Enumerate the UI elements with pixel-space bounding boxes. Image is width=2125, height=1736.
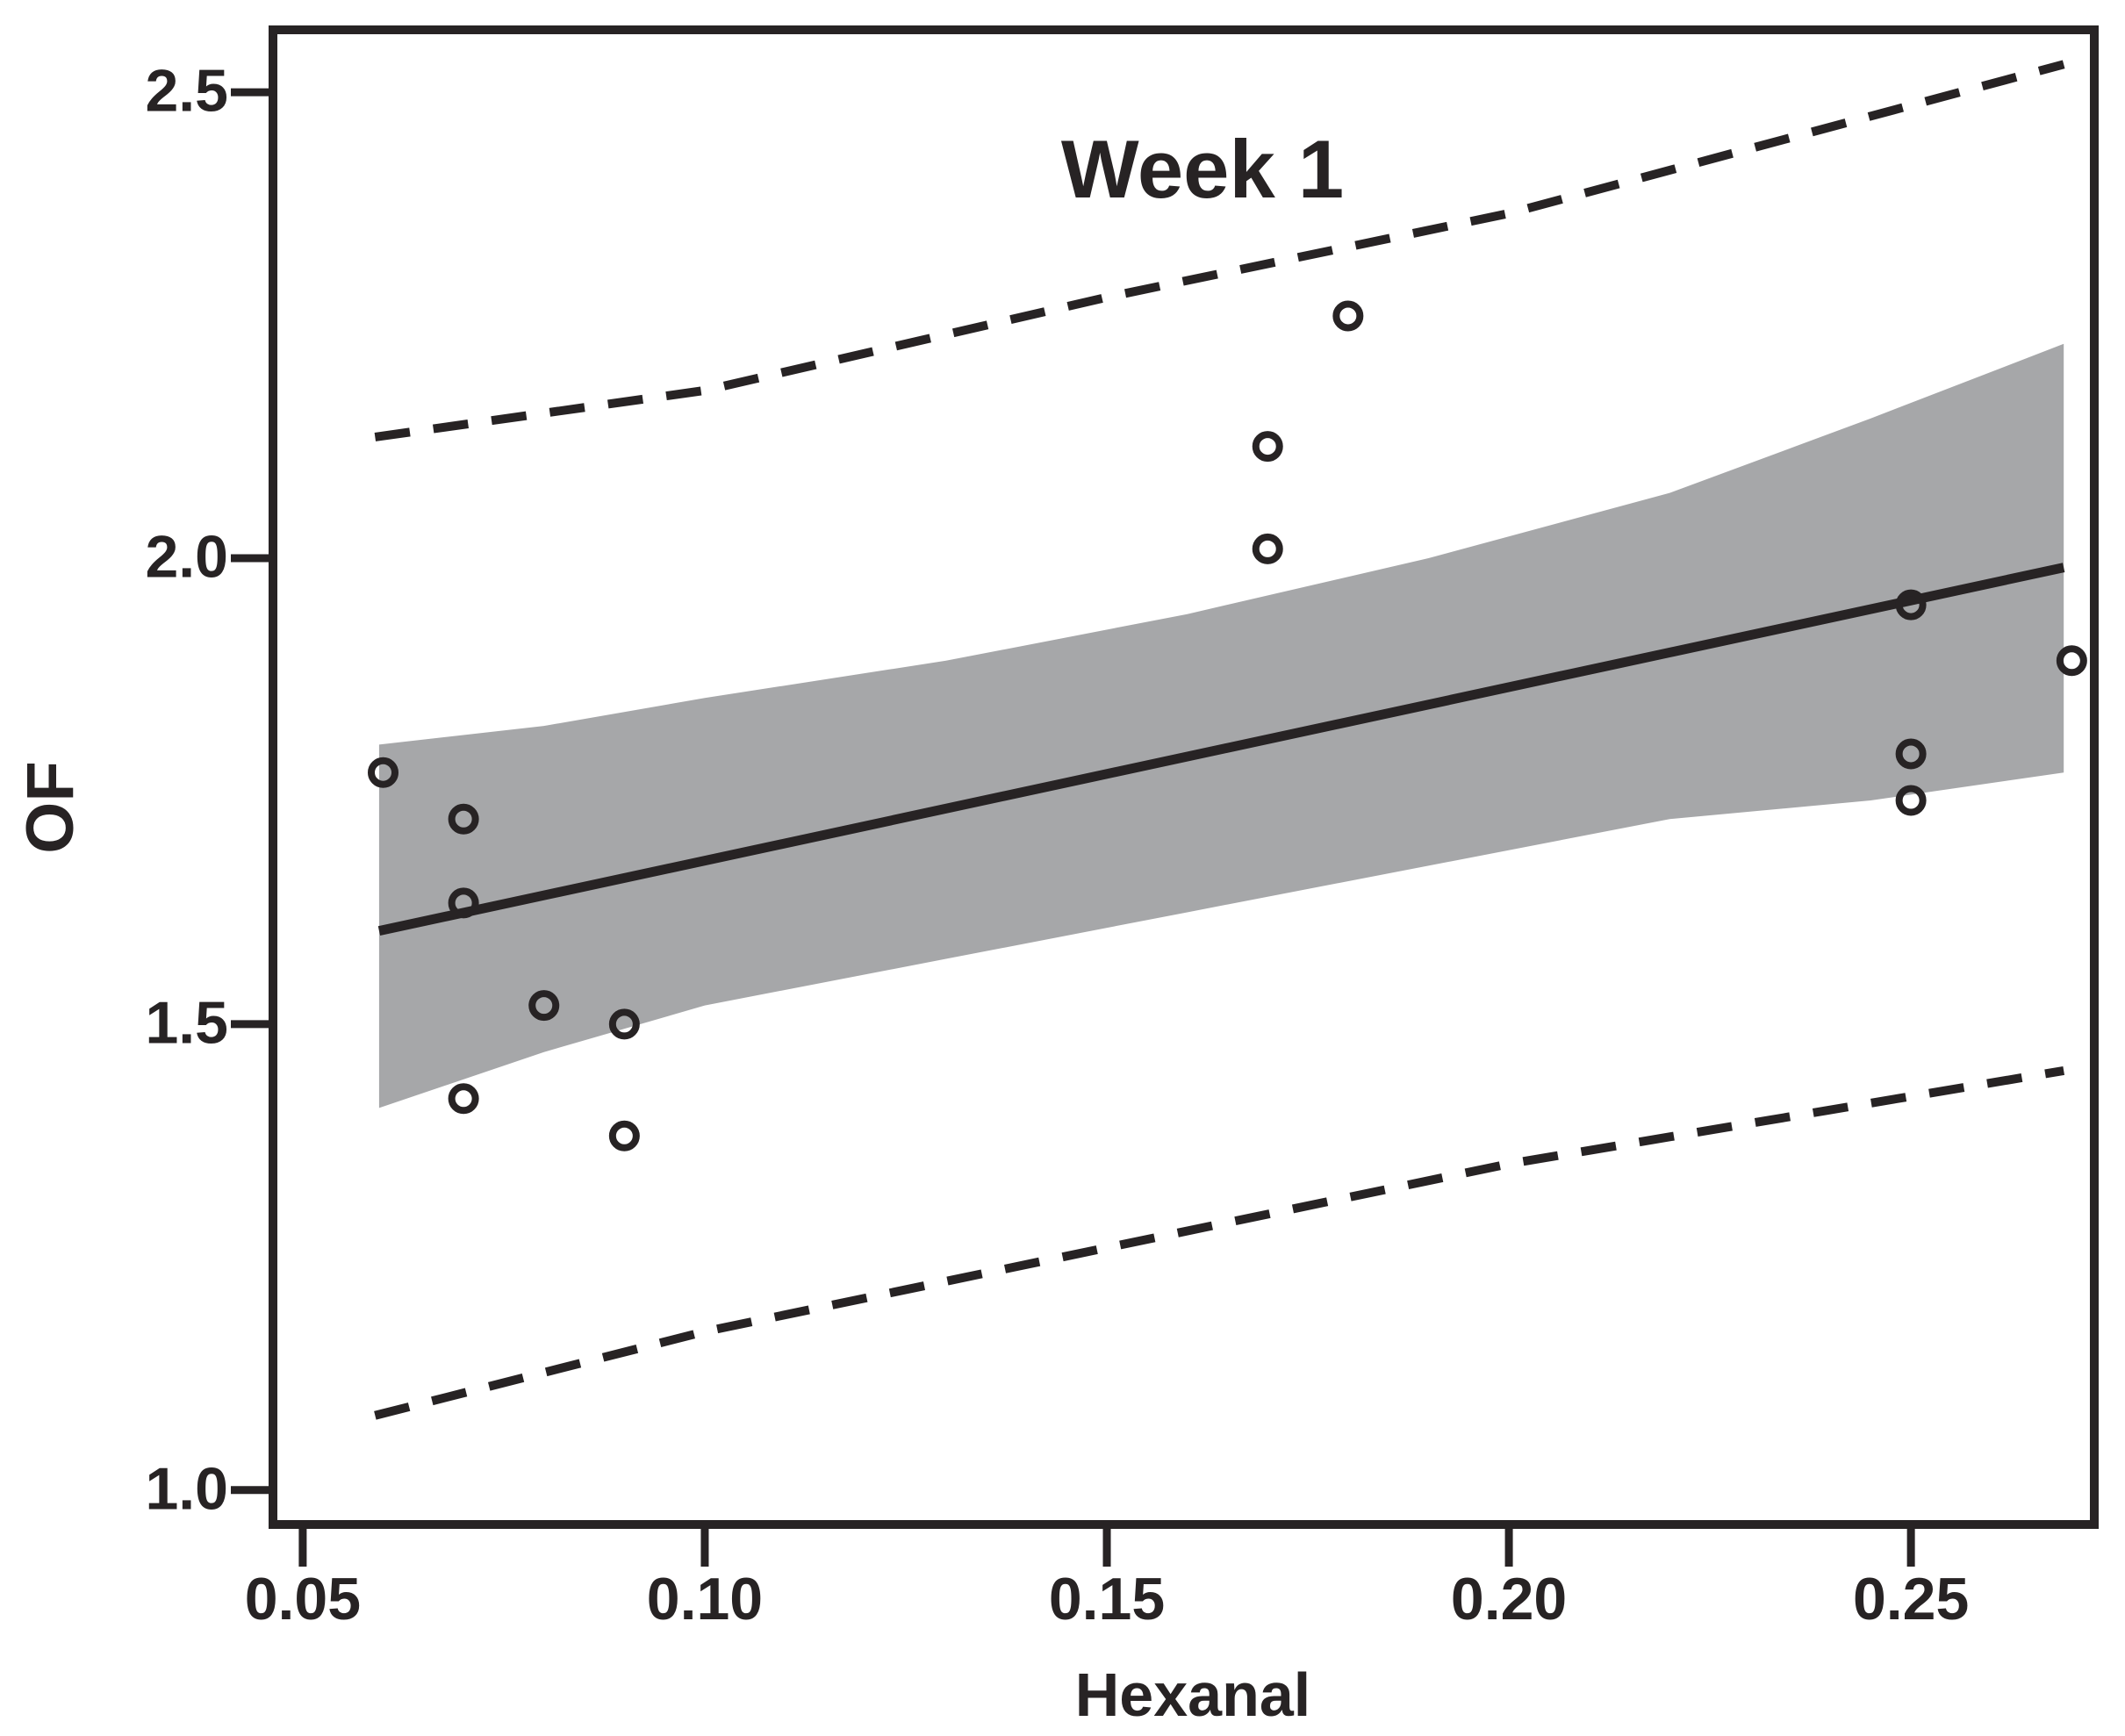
data-point: [1895, 589, 1927, 621]
y-tick-label: 1.5: [145, 989, 228, 1057]
data-point: [608, 1008, 640, 1040]
y-axis-label: OF: [13, 761, 88, 854]
x-tick-label: 0.10: [646, 1566, 764, 1632]
x-tick-label: 0.05: [244, 1566, 362, 1632]
y-tick-label: 2.0: [145, 523, 228, 591]
regression-line: [377, 563, 2065, 936]
y-tick-label: 1.0: [145, 1455, 228, 1523]
data-point: [1895, 738, 1927, 770]
data-point: [368, 757, 399, 788]
data-point: [448, 887, 479, 919]
plot-border: [269, 25, 2099, 1529]
x-tick-label: 0.20: [1450, 1566, 1568, 1632]
x-tick-label: 0.25: [1852, 1566, 1970, 1632]
data-point: [528, 990, 560, 1022]
data-point: [448, 803, 479, 835]
x-axis-label: Hexanal: [1074, 1661, 1311, 1729]
data-point: [1252, 533, 1283, 564]
data-point: [448, 1083, 479, 1115]
data-point: [608, 1120, 640, 1151]
data-point: [1895, 785, 1927, 816]
chart-title: Week 1: [1060, 123, 1345, 215]
data-point: [1332, 300, 1364, 332]
prediction-interval-upper-line: [374, 60, 2065, 441]
data-point: [2056, 645, 2087, 677]
y-tick-label: 2.5: [145, 57, 228, 125]
confidence-band: [378, 343, 2064, 1108]
x-tick-label: 0.15: [1048, 1566, 1166, 1632]
data-point: [1252, 431, 1283, 463]
